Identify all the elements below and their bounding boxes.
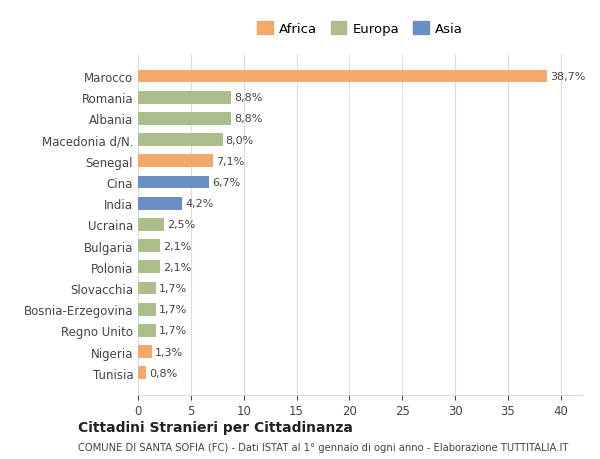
Text: 1,7%: 1,7%	[159, 283, 187, 293]
Bar	[138, 325, 156, 337]
Text: 6,7%: 6,7%	[212, 178, 240, 188]
Bar	[138, 113, 231, 125]
Bar	[138, 303, 156, 316]
Bar	[138, 218, 164, 231]
Text: 1,7%: 1,7%	[159, 326, 187, 336]
Text: 2,1%: 2,1%	[163, 262, 191, 272]
Bar	[138, 261, 160, 274]
Bar	[138, 176, 209, 189]
Bar	[138, 240, 160, 252]
Bar	[138, 197, 182, 210]
Text: Cittadini Stranieri per Cittadinanza: Cittadini Stranieri per Cittadinanza	[78, 420, 353, 435]
Bar	[138, 71, 547, 83]
Text: 2,5%: 2,5%	[167, 220, 196, 230]
Text: 8,8%: 8,8%	[234, 114, 263, 124]
Text: 1,3%: 1,3%	[155, 347, 183, 357]
Bar	[138, 134, 223, 147]
Bar	[138, 346, 152, 358]
Text: 1,7%: 1,7%	[159, 304, 187, 314]
Text: 8,8%: 8,8%	[234, 93, 263, 103]
Bar	[138, 155, 213, 168]
Text: 38,7%: 38,7%	[550, 72, 586, 82]
Text: 0,8%: 0,8%	[149, 368, 178, 378]
Bar	[138, 367, 146, 379]
Text: 7,1%: 7,1%	[216, 157, 244, 167]
Bar	[138, 92, 231, 104]
Text: 2,1%: 2,1%	[163, 241, 191, 251]
Text: 4,2%: 4,2%	[185, 199, 214, 209]
Text: 8,0%: 8,0%	[226, 135, 254, 146]
Legend: Africa, Europa, Asia: Africa, Europa, Asia	[253, 17, 467, 39]
Text: COMUNE DI SANTA SOFIA (FC) - Dati ISTAT al 1° gennaio di ogni anno - Elaborazion: COMUNE DI SANTA SOFIA (FC) - Dati ISTAT …	[78, 442, 568, 452]
Bar	[138, 282, 156, 295]
